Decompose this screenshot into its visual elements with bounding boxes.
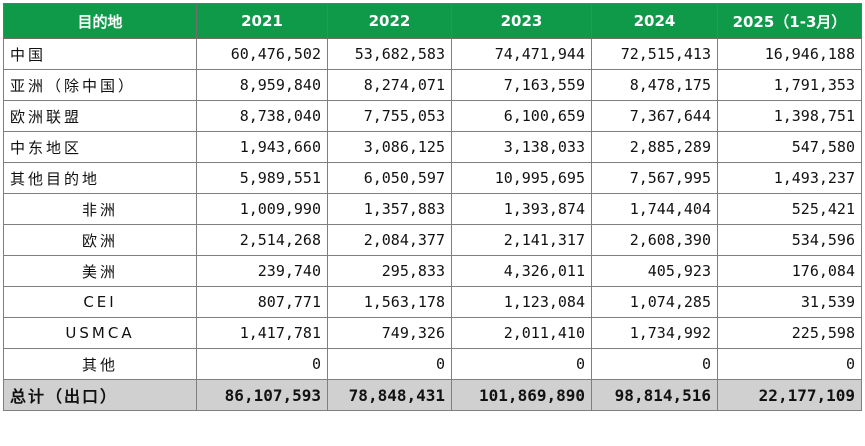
cell-2021: 239,740 (196, 255, 328, 287)
cell-2022: 6,050,597 (327, 162, 452, 194)
cell-2025: 176,084 (717, 255, 862, 287)
table-row: 中国 60,476,502 53,682,583 74,471,944 72,5… (3, 38, 862, 70)
table-row: 美洲 239,740 295,833 4,326,011 405,923 176… (3, 255, 862, 287)
total-2022: 78,848,431 (327, 379, 452, 411)
table-row: 非洲 1,009,990 1,357,883 1,393,874 1,744,4… (3, 193, 862, 225)
cell-2023: 4,326,011 (451, 255, 592, 287)
total-2023: 101,869,890 (451, 379, 592, 411)
cell-2022: 7,755,053 (327, 100, 452, 132)
cell-2024: 2,608,390 (591, 224, 718, 256)
cell-2025: 1,493,237 (717, 162, 862, 194)
cell-2022: 0 (327, 348, 452, 380)
cell-2025: 534,596 (717, 224, 862, 256)
cell-2022: 1,357,883 (327, 193, 452, 225)
cell-2022: 53,682,583 (327, 38, 452, 70)
cell-2022: 8,274,071 (327, 69, 452, 101)
cell-2023: 74,471,944 (451, 38, 592, 70)
total-2021: 86,107,593 (196, 379, 328, 411)
export-destination-table: 目的地 2021 2022 2023 2024 2025（1-3月） 中国 60… (3, 3, 862, 411)
row-label: 非洲 (3, 193, 197, 225)
cell-2024: 1,074,285 (591, 286, 718, 318)
cell-2021: 2,514,268 (196, 224, 328, 256)
total-2025: 22,177,109 (717, 379, 862, 411)
cell-2024: 405,923 (591, 255, 718, 287)
cell-2023: 1,393,874 (451, 193, 592, 225)
cell-2024: 2,885,289 (591, 131, 718, 163)
cell-2025: 1,791,353 (717, 69, 862, 101)
row-label: USMCA (3, 317, 197, 349)
total-2024: 98,814,516 (591, 379, 718, 411)
cell-2025: 16,946,188 (717, 38, 862, 70)
header-destination: 目的地 (3, 3, 197, 39)
cell-2023: 10,995,695 (451, 162, 592, 194)
cell-2024: 7,567,995 (591, 162, 718, 194)
cell-2023: 0 (451, 348, 592, 380)
row-label: CEI (3, 286, 197, 318)
total-label: 总计（出口） (3, 379, 197, 411)
cell-2022: 1,563,178 (327, 286, 452, 318)
export-table-container: 目的地 2021 2022 2023 2024 2025（1-3月） 中国 60… (3, 3, 862, 411)
header-2022: 2022 (327, 3, 452, 39)
row-label: 中东地区 (3, 131, 197, 163)
cell-2024: 1,734,992 (591, 317, 718, 349)
table-row: 亚洲（除中国） 8,959,840 8,274,071 7,163,559 8,… (3, 69, 862, 101)
header-2024: 2024 (591, 3, 718, 39)
cell-2022: 2,084,377 (327, 224, 452, 256)
cell-2025: 1,398,751 (717, 100, 862, 132)
row-label: 欧洲联盟 (3, 100, 197, 132)
cell-2023: 6,100,659 (451, 100, 592, 132)
cell-2021: 8,959,840 (196, 69, 328, 101)
cell-2021: 5,989,551 (196, 162, 328, 194)
header-2023: 2023 (451, 3, 592, 39)
row-label: 美洲 (3, 255, 197, 287)
cell-2025: 225,598 (717, 317, 862, 349)
row-label: 其他目的地 (3, 162, 197, 194)
cell-2023: 2,141,317 (451, 224, 592, 256)
cell-2021: 1,943,660 (196, 131, 328, 163)
cell-2025: 31,539 (717, 286, 862, 318)
total-row: 总计（出口） 86,107,593 78,848,431 101,869,890… (3, 379, 862, 411)
cell-2021: 60,476,502 (196, 38, 328, 70)
cell-2025: 525,421 (717, 193, 862, 225)
cell-2023: 3,138,033 (451, 131, 592, 163)
table-row: 其他 0 0 0 0 0 (3, 348, 862, 380)
cell-2021: 8,738,040 (196, 100, 328, 132)
table-row: CEI 807,771 1,563,178 1,123,084 1,074,28… (3, 286, 862, 318)
cell-2022: 295,833 (327, 255, 452, 287)
cell-2021: 807,771 (196, 286, 328, 318)
header-2021: 2021 (196, 3, 328, 39)
table-row: 中东地区 1,943,660 3,086,125 3,138,033 2,885… (3, 131, 862, 163)
cell-2021: 1,417,781 (196, 317, 328, 349)
table-row: 欧洲 2,514,268 2,084,377 2,141,317 2,608,3… (3, 224, 862, 256)
row-label: 其他 (3, 348, 197, 380)
cell-2024: 0 (591, 348, 718, 380)
cell-2023: 2,011,410 (451, 317, 592, 349)
cell-2021: 0 (196, 348, 328, 380)
cell-2023: 1,123,084 (451, 286, 592, 318)
header-2025-q1: 2025（1-3月） (717, 3, 862, 39)
cell-2024: 7,367,644 (591, 100, 718, 132)
cell-2024: 72,515,413 (591, 38, 718, 70)
cell-2024: 8,478,175 (591, 69, 718, 101)
row-label: 亚洲（除中国） (3, 69, 197, 101)
row-label: 中国 (3, 38, 197, 70)
cell-2025: 0 (717, 348, 862, 380)
table-row: USMCA 1,417,781 749,326 2,011,410 1,734,… (3, 317, 862, 349)
cell-2021: 1,009,990 (196, 193, 328, 225)
table-row: 其他目的地 5,989,551 6,050,597 10,995,695 7,5… (3, 162, 862, 194)
table-row: 欧洲联盟 8,738,040 7,755,053 6,100,659 7,367… (3, 100, 862, 132)
cell-2024: 1,744,404 (591, 193, 718, 225)
cell-2023: 7,163,559 (451, 69, 592, 101)
cell-2022: 3,086,125 (327, 131, 452, 163)
cell-2022: 749,326 (327, 317, 452, 349)
header-row: 目的地 2021 2022 2023 2024 2025（1-3月） (3, 3, 862, 39)
cell-2025: 547,580 (717, 131, 862, 163)
row-label: 欧洲 (3, 224, 197, 256)
